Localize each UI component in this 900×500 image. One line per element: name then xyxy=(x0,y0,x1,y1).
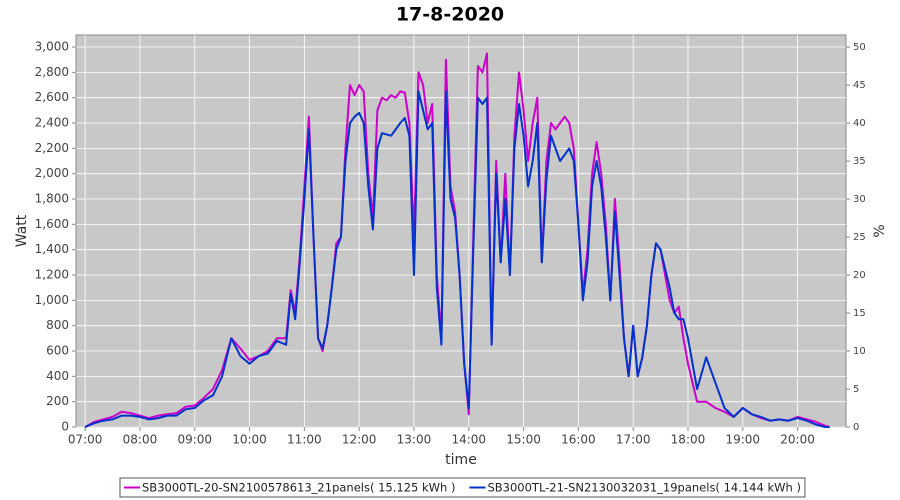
x-tick-label: 14:00 xyxy=(451,433,486,447)
x-tick-label: 19:00 xyxy=(725,433,760,447)
x-axis-label: time xyxy=(445,452,477,468)
y-tick-label: 1,800 xyxy=(35,192,69,206)
series-line xyxy=(84,90,830,428)
x-tick-label: 17:00 xyxy=(616,433,651,447)
y2-tick-label: 0 xyxy=(853,422,859,433)
y-tick-label: 1,000 xyxy=(35,293,69,307)
y-tick-label: 1,400 xyxy=(35,242,69,256)
x-tick-label: 12:00 xyxy=(342,433,377,447)
y-tick-label: 0 xyxy=(61,420,69,434)
y-tick-label: 2,400 xyxy=(35,116,69,130)
y-axis-label: Watt xyxy=(14,214,30,247)
y2-axis-label: % xyxy=(872,224,888,237)
chart-title: 17-8-2020 xyxy=(396,4,504,26)
y-tick-label: 600 xyxy=(46,344,69,358)
y2-tick-label: 20 xyxy=(853,270,866,281)
x-tick-label: 07:00 xyxy=(68,433,103,447)
y-tick-label: 3,000 xyxy=(35,40,69,54)
legend-label: SB3000TL-20-SN2100578613_21panels( 15.12… xyxy=(142,481,455,495)
y2-tick-label: 5 xyxy=(853,384,859,395)
y2-tick-label: 30 xyxy=(853,194,866,205)
x-tick-label: 15:00 xyxy=(506,433,541,447)
x-tick-label: 13:00 xyxy=(397,433,432,447)
y2-tick-label: 25 xyxy=(853,232,866,243)
x-tick-label: 09:00 xyxy=(177,433,212,447)
legend-box xyxy=(119,477,806,498)
y-tick-label: 2,200 xyxy=(35,141,69,155)
x-tick-label: 20:00 xyxy=(780,433,815,447)
plot-area xyxy=(75,34,847,428)
y2-tick-label: 35 xyxy=(853,156,866,167)
x-tick-label: 08:00 xyxy=(123,433,158,447)
y-tick-label: 1,600 xyxy=(35,217,69,231)
x-tick-label: 10:00 xyxy=(232,433,267,447)
x-tick-label: 16:00 xyxy=(561,433,596,447)
y-tick-label: 200 xyxy=(46,394,69,408)
y-tick-label: 800 xyxy=(46,318,69,332)
y-tick-label: 2,000 xyxy=(35,166,69,180)
y-tick-label: 1,200 xyxy=(35,268,69,282)
y-tick-label: 2,600 xyxy=(35,90,69,104)
y2-tick-label: 15 xyxy=(853,308,866,319)
legend-label: SB3000TL-21-SN2130032031_19panels( 14.14… xyxy=(487,481,800,495)
y-tick-label: 400 xyxy=(46,369,69,383)
y2-tick-label: 50 xyxy=(853,42,866,53)
y2-tick-label: 10 xyxy=(853,346,866,357)
y-tick-label: 2,800 xyxy=(35,65,69,79)
x-tick-label: 11:00 xyxy=(287,433,322,447)
y2-tick-label: 40 xyxy=(853,118,866,129)
x-tick-label: 18:00 xyxy=(671,433,706,447)
y2-tick-label: 45 xyxy=(853,80,866,91)
